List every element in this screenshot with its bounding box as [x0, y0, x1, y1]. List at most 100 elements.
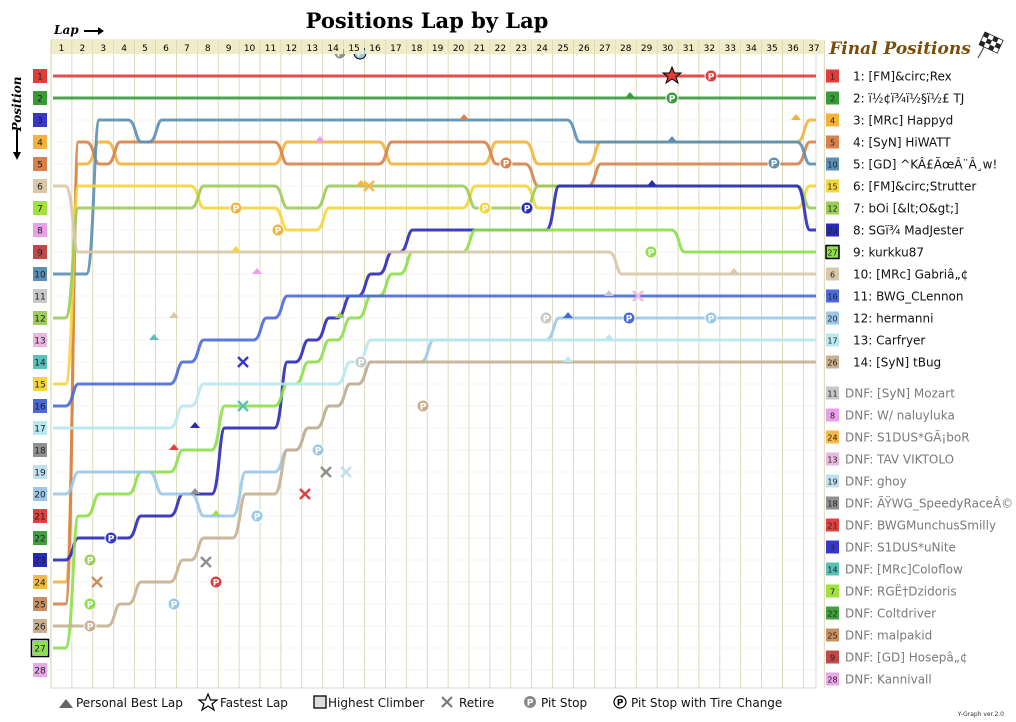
highest-climber-marker — [30, 638, 50, 658]
position-box — [33, 597, 47, 611]
y-axis-label: Position — [10, 77, 24, 133]
finisher-grid-box — [826, 91, 839, 105]
lap-number: 28 — [620, 44, 632, 54]
position-box — [33, 311, 47, 325]
personal-best-icon — [563, 356, 573, 362]
x-axis-label: Lap — [53, 23, 79, 37]
svg-text:P: P — [87, 623, 94, 633]
personal-best-icon — [791, 114, 801, 120]
lap-number: 19 — [432, 44, 444, 54]
position-number: 24 — [34, 579, 46, 589]
personal-best-icon — [211, 510, 221, 516]
pit-stop-icon: P — [167, 597, 181, 611]
retire-icon — [363, 180, 375, 192]
pit-stop-icon: P — [250, 509, 264, 523]
legend-label: Highest Climber — [328, 696, 424, 710]
finisher-name: 13: Carfryer — [853, 334, 925, 348]
lap-number: 24 — [536, 44, 548, 54]
lap-cell — [657, 40, 678, 54]
lap-number: 27 — [599, 44, 610, 54]
svg-text:P: P — [87, 557, 94, 567]
finisher-grid-number: 20 — [827, 315, 837, 324]
finisher-grid-number: 12 — [827, 205, 837, 214]
lap-cell — [72, 40, 93, 54]
finisher-grid-box — [826, 333, 839, 347]
dnf-grid-box — [826, 672, 839, 686]
lap-cell — [762, 40, 782, 54]
series-line — [53, 140, 816, 606]
finisher-grid-box — [826, 179, 839, 193]
lap-number: 2 — [79, 44, 85, 54]
lap-cell — [176, 40, 197, 54]
pit-stop-icon: P — [665, 91, 679, 105]
pit-stop-icon: P — [271, 223, 285, 237]
position-box — [33, 157, 47, 171]
dnf-grid-box — [826, 650, 839, 664]
retire-icon — [91, 576, 103, 588]
finisher-grid-number: 4 — [830, 117, 835, 126]
dnf-name: DNF: S1DUS*uNite — [845, 541, 956, 555]
finisher-name: 2: ï½¢ï¾ï½§ï½£ TJ — [853, 92, 964, 106]
finisher-name: 11: BWG_CLennon — [853, 290, 964, 304]
finisher-grid-number: 17 — [827, 337, 837, 346]
markers: P P P P P P P P P P P P P P P P P P P P P P P P — [83, 46, 801, 633]
position-box — [33, 487, 47, 501]
dnf-grid-box — [826, 474, 839, 488]
dnf-grid-box — [826, 628, 839, 642]
lap-number: 33 — [725, 44, 736, 54]
lap-cell — [490, 40, 511, 54]
legend: P P Personal Best Lap Fastest Lap Highest Cl… — [59, 692, 782, 712]
pit-stop-icon: P — [520, 201, 534, 215]
lap-cell — [511, 40, 532, 54]
personal-best-icon — [625, 92, 635, 98]
pit-stop-icon: P — [767, 156, 781, 170]
position-number: 11 — [34, 293, 45, 303]
lap-number: 3 — [100, 44, 106, 54]
finisher-grid-number: 23 — [827, 227, 837, 236]
lap-cell — [803, 40, 824, 54]
dnf-name: DNF: [MRc]Coloflow — [845, 563, 963, 577]
svg-text:P: P — [648, 249, 655, 259]
lap-number: 11 — [265, 44, 276, 54]
lap-number: 36 — [787, 44, 799, 54]
position-number: 22 — [34, 535, 45, 545]
lap-number: 35 — [766, 44, 777, 54]
lap-cell — [594, 40, 615, 54]
lap-cell — [135, 40, 155, 54]
dnf-grid-number: 9 — [830, 654, 835, 663]
lap-number: 26 — [578, 44, 590, 54]
position-number: 10 — [34, 271, 46, 281]
lap-number: 5 — [142, 44, 148, 54]
lap-number: 10 — [244, 44, 256, 54]
position-box — [33, 531, 47, 545]
lap-number: 13 — [307, 44, 318, 54]
svg-text:P: P — [254, 513, 261, 523]
series-line — [53, 184, 816, 386]
lap-cell — [448, 40, 469, 54]
lap-cell — [741, 40, 762, 54]
finisher-grid-number: 2 — [830, 95, 835, 104]
dnf-grid-box — [826, 518, 839, 532]
svg-text:P: P — [420, 403, 427, 413]
dnf-name: DNF: RGË†Dzidoris — [845, 584, 957, 599]
pit-stop-icon: P — [229, 201, 243, 215]
svg-text:P: P — [708, 315, 715, 325]
position-labels: 1234567891011121314151617181920212223242… — [30, 69, 50, 677]
dnf-grid-box — [826, 430, 839, 444]
chart-title: Positions Lap by Lap — [306, 8, 549, 33]
personal-best-icon — [335, 312, 345, 318]
svg-text:P: P — [524, 205, 531, 215]
personal-best-icon — [604, 290, 614, 296]
finisher-grid-box — [826, 355, 839, 369]
svg-text:P: P — [275, 227, 282, 237]
dnf-grid-number: 21 — [827, 522, 837, 531]
pit-stop-icon: P — [478, 201, 492, 215]
personal-best-icon — [647, 180, 657, 186]
final-positions-title: Final Positions — [828, 39, 971, 59]
pit-icon — [524, 696, 536, 708]
position-box — [33, 91, 47, 105]
pit-stop-icon: P — [83, 553, 97, 567]
finisher-grid-box — [826, 289, 839, 303]
position-number: 6 — [37, 183, 43, 193]
